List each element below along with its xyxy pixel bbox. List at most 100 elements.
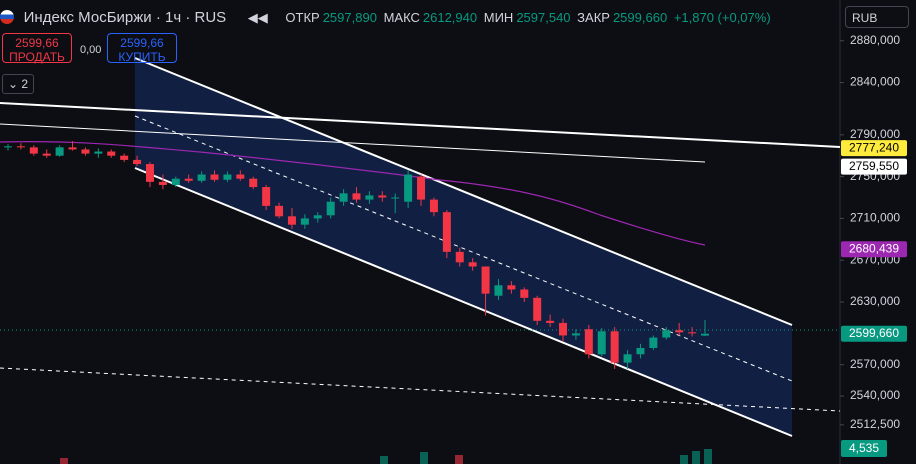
label: МАКС bbox=[383, 10, 420, 25]
candle-body bbox=[339, 193, 348, 202]
channel-mid bbox=[134, 115, 793, 382]
volume-bar bbox=[380, 456, 388, 464]
chevron: ⌄ bbox=[7, 77, 22, 91]
candle-body bbox=[107, 151, 116, 156]
collapse-button[interactable]: ⌄ 2 bbox=[2, 74, 34, 94]
candle-body bbox=[571, 333, 580, 336]
volume-bar bbox=[680, 455, 688, 464]
y-tick-label: 2630,000 bbox=[850, 294, 900, 308]
candle-body bbox=[236, 174, 245, 179]
candle-body bbox=[559, 322, 568, 336]
candle-body bbox=[287, 216, 296, 225]
candle-body bbox=[29, 147, 38, 154]
replay-btn[interactable]: ◀◀ bbox=[247, 10, 268, 25]
value: 2597,540 bbox=[516, 10, 571, 25]
channel-fill bbox=[135, 58, 792, 436]
candle-body bbox=[16, 146, 25, 148]
candle-body bbox=[649, 337, 658, 348]
candle-body bbox=[94, 151, 103, 154]
candle-body bbox=[378, 195, 387, 198]
volume-bar bbox=[420, 452, 428, 464]
sell-label: ПРОДАТЬ bbox=[9, 50, 65, 64]
price-tag-label: 2759,550 bbox=[849, 159, 899, 173]
y-tick-label: 2790,000 bbox=[850, 127, 900, 141]
candle-body bbox=[584, 329, 593, 355]
candle-body bbox=[597, 331, 606, 355]
buy-price: 2599,66 bbox=[120, 36, 164, 50]
volume-bar bbox=[692, 451, 700, 464]
currency[interactable]: RUB bbox=[845, 6, 909, 28]
candle-body bbox=[455, 251, 464, 263]
candle-body bbox=[42, 153, 51, 156]
candle-body bbox=[352, 193, 361, 200]
candle-body bbox=[533, 297, 542, 321]
candle-body bbox=[623, 354, 632, 363]
channel-top bbox=[134, 57, 793, 326]
candle-body bbox=[636, 348, 645, 355]
candle-body bbox=[546, 320, 555, 323]
candle-body bbox=[81, 149, 90, 154]
y-tick-label: 2880,000 bbox=[850, 33, 900, 47]
candle-body bbox=[120, 155, 129, 160]
candle-body bbox=[701, 333, 709, 336]
volume-bar bbox=[455, 455, 463, 464]
buy-label: КУПИТЬ bbox=[118, 50, 166, 64]
candle-body bbox=[429, 199, 438, 213]
candle-body bbox=[4, 146, 12, 148]
candle-body bbox=[494, 285, 503, 296]
price-tag-label: 2777,240 bbox=[849, 140, 899, 154]
volume bbox=[60, 449, 712, 464]
candle-body bbox=[468, 262, 477, 267]
count: 2 bbox=[21, 77, 29, 91]
candle-body bbox=[610, 331, 619, 363]
y-tick-label: 2840,000 bbox=[850, 75, 900, 89]
price-tag bbox=[841, 325, 907, 342]
candle-body bbox=[145, 164, 154, 182]
candle-body bbox=[404, 174, 413, 202]
volume-tag-label: 4,535 bbox=[849, 441, 879, 455]
price-tag-label: 2680,439 bbox=[849, 241, 899, 255]
trend-line bbox=[0, 102, 841, 148]
candle-body bbox=[391, 197, 400, 199]
spread: 0,00 bbox=[80, 44, 102, 56]
header: Индекс МосБиржи · 1ч · RUS ◀◀ ОТКР 2597,8… bbox=[0, 9, 774, 26]
candle-body bbox=[313, 215, 322, 219]
volume-bar bbox=[60, 458, 68, 464]
buy-button[interactable]: 2599,66 КУПИТЬ bbox=[107, 33, 177, 64]
candle-body bbox=[275, 205, 284, 217]
y-tick-label: 2540,000 bbox=[850, 388, 900, 402]
channel-bottom bbox=[134, 167, 793, 437]
candle-body bbox=[210, 174, 219, 180]
candle-body bbox=[249, 178, 258, 188]
candle-body bbox=[675, 330, 684, 333]
volume-tag bbox=[841, 440, 887, 457]
candle-body bbox=[417, 176, 426, 200]
candle-body bbox=[171, 178, 180, 185]
label: ОТКР bbox=[285, 10, 320, 25]
sell-price: 2599,66 bbox=[15, 36, 59, 50]
candle-body bbox=[442, 212, 451, 252]
change: +1,870 (+0,07%) bbox=[673, 10, 771, 25]
candle-body bbox=[184, 178, 193, 181]
price-axis bbox=[840, 0, 916, 464]
value: 2599,660 bbox=[612, 10, 668, 25]
candle-body bbox=[55, 147, 64, 156]
volume-bar bbox=[704, 449, 712, 464]
price-tag bbox=[841, 140, 907, 157]
candle-body bbox=[197, 174, 206, 181]
candle-body bbox=[662, 330, 671, 338]
candle-body bbox=[158, 181, 167, 185]
symbol: Индекс МосБиржи · 1ч · RUS bbox=[23, 9, 227, 26]
y-tick-label: 2570,000 bbox=[850, 357, 900, 371]
candle-body bbox=[262, 187, 271, 206]
candle-body bbox=[133, 159, 142, 165]
candle-body bbox=[365, 195, 374, 200]
candle-body bbox=[688, 332, 697, 334]
flag bbox=[0, 10, 14, 24]
candle-body bbox=[300, 218, 309, 225]
label: МИН bbox=[483, 10, 514, 25]
candle-body bbox=[68, 147, 77, 150]
sell-button[interactable]: 2599,66 ПРОДАТЬ bbox=[2, 33, 72, 64]
